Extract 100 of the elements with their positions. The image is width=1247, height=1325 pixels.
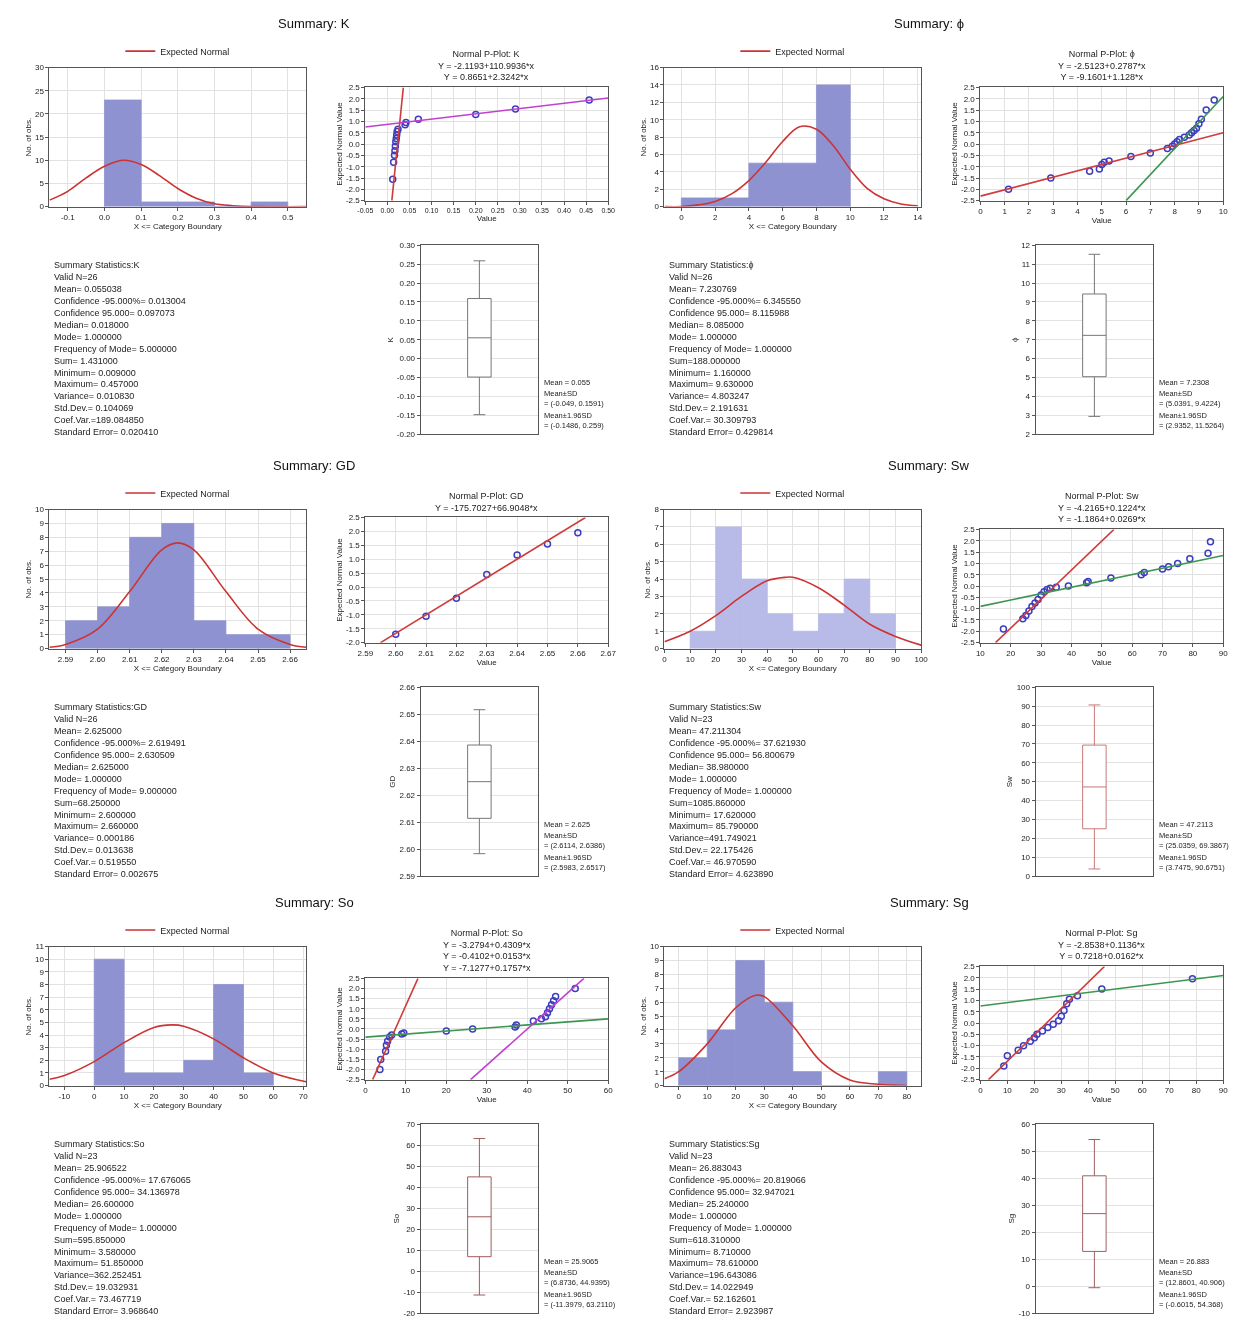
x-tick-label: 70 xyxy=(1164,1086,1175,1096)
y-tick-label: 9 xyxy=(39,519,45,529)
x-axis-title: X <= Category Boundary xyxy=(133,664,222,674)
text: Std.Dev.= 19.032931 xyxy=(54,1282,139,1292)
text: Valid N=26 xyxy=(669,272,713,282)
text: Sum=68.250000 xyxy=(54,798,121,808)
point xyxy=(529,1017,538,1025)
point xyxy=(414,115,423,123)
point xyxy=(1054,1017,1063,1025)
point xyxy=(547,1000,556,1009)
y-tick-label: 2.0 xyxy=(963,973,976,983)
text: Valid N=26 xyxy=(54,714,98,724)
y-axis-title: Sw xyxy=(1005,775,1015,788)
x-tick-label: 6 xyxy=(780,213,786,223)
x-tick-label: 14 xyxy=(913,213,923,223)
text: Confidence 95.000= 2.630509 xyxy=(54,750,175,760)
y-tick-label: -0.20 xyxy=(396,429,416,439)
y-tick-label: 2 xyxy=(654,1053,660,1063)
point xyxy=(1186,555,1194,563)
text: Sum=1085.860000 xyxy=(669,798,746,808)
text: Minimum= 1.160000 xyxy=(669,368,751,378)
point xyxy=(1052,583,1060,591)
point xyxy=(585,96,593,104)
legend-label: Expected Normal xyxy=(160,488,230,499)
text: Confidence -95.000%= 37.621930 xyxy=(669,738,806,748)
y-tick-label: 4 xyxy=(654,167,660,177)
point xyxy=(1037,591,1045,599)
point xyxy=(1173,559,1182,568)
point xyxy=(1028,602,1036,611)
x-tick-label: 2.60 xyxy=(387,649,405,659)
y-tick-label: 7 xyxy=(654,522,660,532)
text: Standard Error= 0.020410 xyxy=(54,427,159,437)
text: Sum=595.850000 xyxy=(54,1235,126,1245)
y-tick-label: 10 xyxy=(1021,278,1031,288)
text: Median= 0.018000 xyxy=(54,320,129,330)
y-tick-label: 8 xyxy=(654,505,660,515)
x-tick-label: 60 xyxy=(268,1092,279,1102)
y-tick-label: 0.0 xyxy=(963,581,976,591)
text: Summary Statistics:So xyxy=(54,1139,145,1149)
point xyxy=(1170,140,1179,148)
point xyxy=(382,1041,391,1049)
point xyxy=(1204,549,1212,557)
y-tick-label: 0.20 xyxy=(399,278,416,288)
legend-label: Expected Normal xyxy=(775,488,845,499)
y-tick-label: 30 xyxy=(1021,1201,1031,1211)
x-axis-title: X <= Category Boundary xyxy=(748,664,837,674)
y-tick-label: 8 xyxy=(654,132,660,142)
line-series xyxy=(664,576,922,646)
y-tick-label: 2.63 xyxy=(399,764,416,774)
point xyxy=(545,1004,554,1013)
x-tick-label: 80 xyxy=(1188,649,1198,659)
text: Mode= 1.000000 xyxy=(669,1211,737,1221)
y-axis-title: Expected Normal Value xyxy=(949,543,959,628)
y-tick-label: 1.0 xyxy=(348,1004,361,1014)
y-tick-label: -10 xyxy=(1018,1308,1031,1318)
text: Minimum= 0.009000 xyxy=(54,368,136,378)
y-tick-label: 0.5 xyxy=(963,128,976,138)
x-tick-label: 30 xyxy=(179,1092,189,1102)
point xyxy=(1190,126,1198,135)
line-series xyxy=(49,1024,307,1083)
x-tick-label: 40 xyxy=(788,1092,798,1102)
x-tick-label: 2.62 xyxy=(448,649,465,659)
line-series xyxy=(49,542,307,648)
text: Mean= 26.883043 xyxy=(669,1163,742,1173)
point xyxy=(1107,574,1115,582)
y-tick-label: -2.5 xyxy=(345,196,361,206)
point xyxy=(388,175,397,183)
text: Frequency of Mode= 1.000000 xyxy=(54,1223,177,1233)
y-tick-label: 2 xyxy=(39,616,45,626)
point xyxy=(1098,985,1106,993)
y-tick-label: 8 xyxy=(1025,316,1031,326)
x-tick-label: 90 xyxy=(1218,1086,1229,1096)
y-axis-title: No. of obs. xyxy=(23,117,33,157)
point xyxy=(1168,142,1176,151)
text: Std.Dev.= 2.191631 xyxy=(669,403,749,413)
y-tick-label: 7 xyxy=(39,547,45,557)
x-tick-label: 50 xyxy=(788,655,798,665)
chart-title: Normal P-Plot: ϕ xyxy=(1068,49,1135,59)
y-tick-label: 0.30 xyxy=(399,241,416,251)
y-tick-label: 2 xyxy=(654,609,660,619)
y-tick-label: 2.59 xyxy=(399,871,416,881)
point xyxy=(999,625,1008,633)
point xyxy=(1185,131,1193,139)
text: Coef.Var.= 46.970590 xyxy=(669,857,757,867)
point xyxy=(1034,595,1042,604)
text: Std.Dev.= 22.175426 xyxy=(669,845,754,855)
point xyxy=(1175,135,1184,144)
y-tick-label: 1 xyxy=(654,1067,660,1077)
y-tick-label: 16 xyxy=(649,63,660,73)
x-tick-label: 1 xyxy=(1002,207,1008,217)
y-tick-label: 0.5 xyxy=(963,1007,976,1017)
x-tick-label: 2.59 xyxy=(57,655,74,665)
text: Confidence 95.000= 32.947021 xyxy=(669,1187,795,1197)
y-axis-title: Sg xyxy=(1007,1213,1017,1224)
text: Mode= 1.000000 xyxy=(54,332,122,342)
x-tick-label: 3 xyxy=(1050,207,1056,217)
y-tick-label: -2.0 xyxy=(960,185,976,195)
x-tick-label: 0 xyxy=(978,1086,984,1096)
y-tick-label: -0.5 xyxy=(345,1034,361,1044)
x-tick-label: 2.64 xyxy=(509,649,526,659)
